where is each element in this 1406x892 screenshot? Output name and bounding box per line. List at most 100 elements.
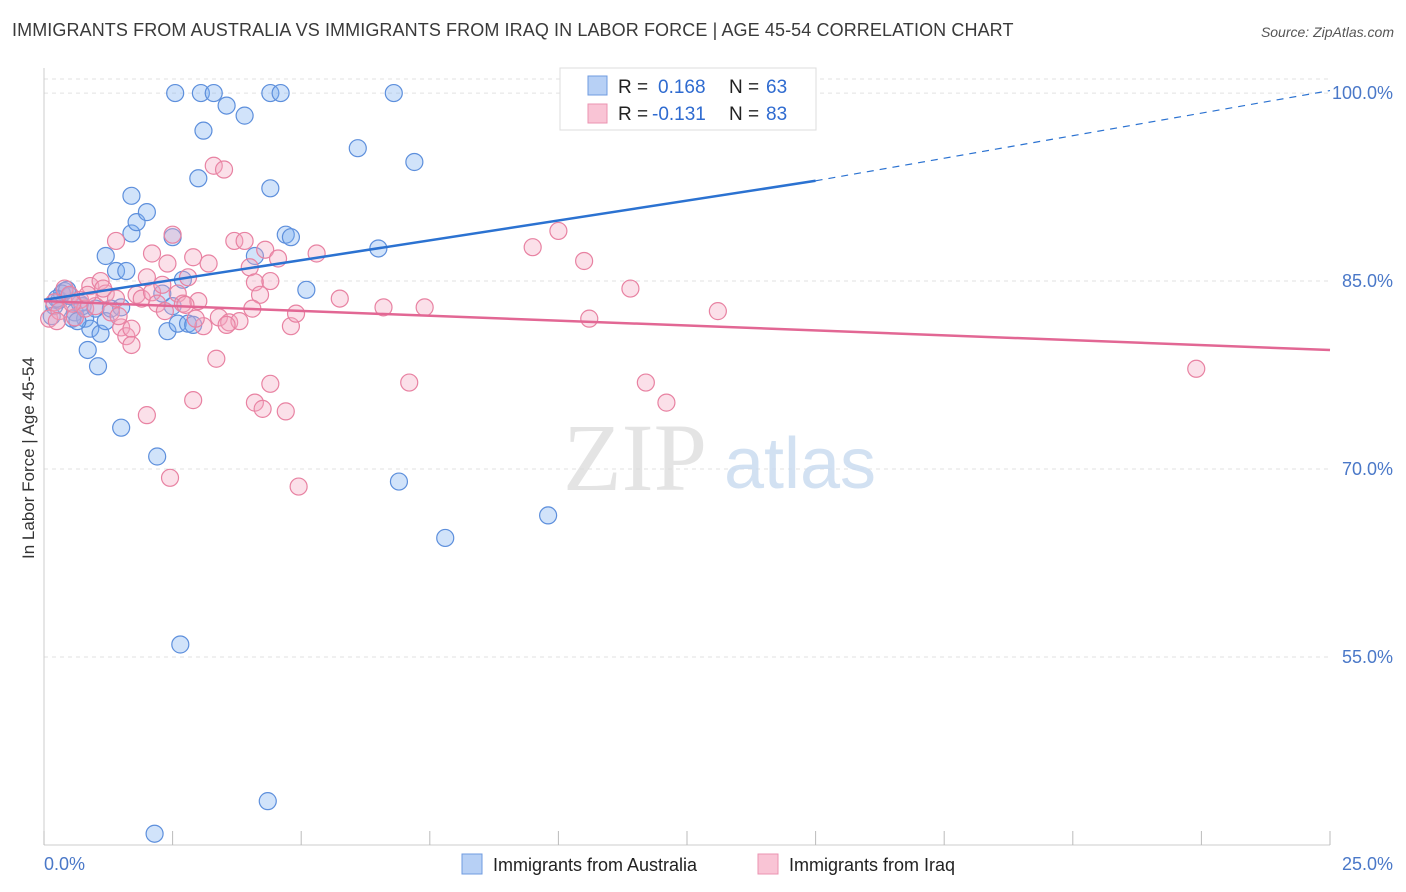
y-tick-label: 55.0% [1342,647,1393,667]
data-point-australia [96,246,115,266]
data-point-australia [189,169,208,188]
source-label: Source: ZipAtlas.com [1260,24,1394,40]
data-point-iraq [163,225,182,244]
legend-n-label-australia: N = [729,77,759,98]
bottom-legend-swatch-iraq [757,853,779,875]
x-tick-label-max: 25.0% [1342,854,1393,874]
data-point-iraq [708,302,727,321]
trend-line-australia-extension [815,89,1331,182]
data-point-iraq [575,251,594,271]
legend-swatch-iraq [587,103,608,124]
legend: R = 0.168 N = 63 R = -0.131 N = 83 [559,67,817,131]
data-point-australia [112,418,131,437]
y-tick-label: 70.0% [1342,459,1393,479]
data-point-iraq [217,315,236,335]
data-point-australia [171,635,190,654]
data-point-iraq [184,248,203,267]
bottom-legend-label-australia: Immigrants from Australia [493,855,698,875]
bottom-legend: Immigrants from Australia Immigrants fro… [461,853,955,875]
data-point-iraq [415,298,434,317]
data-point-australia [122,224,141,243]
data-point-iraq [580,309,599,328]
data-point-australia [281,228,301,247]
data-point-iraq [289,477,308,496]
data-point-iraq [184,391,203,410]
data-point-iraq [374,298,393,317]
legend-n-value-iraq: 83 [766,104,787,125]
data-point-australia [348,139,367,158]
data-point-iraq [194,317,213,336]
legend-n-label-iraq: N = [729,104,759,125]
data-point-australia [235,106,254,125]
data-point-iraq [621,279,640,298]
legend-r-value-australia: 0.168 [658,77,706,98]
legend-r-label-iraq: R = [618,104,648,125]
data-point-iraq [109,307,128,326]
legend-swatch-australia [587,75,608,96]
data-point-iraq [225,231,244,251]
data-point-iraq [261,374,280,393]
data-point-iraq [160,468,180,487]
data-point-australia [145,824,164,843]
data-point-australia [276,225,295,244]
data-point-australia [245,246,265,266]
data-point-iraq [106,231,126,251]
data-point-iraq [235,231,254,251]
trend-lines [43,89,1331,352]
data-point-iraq [253,399,272,418]
data-point-australia [258,792,277,811]
data-point-iraq [148,294,167,313]
x-tick-label-min: 0.0% [44,854,85,874]
data-point-iraq [176,295,195,314]
y-tick-label: 100.0% [1332,83,1393,103]
data-point-iraq [153,275,172,294]
data-point-australia [217,96,236,115]
data-point-iraq [330,289,349,308]
data-point-iraq [204,156,223,175]
data-point-iraq [122,335,141,355]
data-point-australia [166,83,185,103]
data-point-australia [436,528,455,548]
data-point-australia [405,152,424,172]
data-point-iraq [523,238,542,257]
data-point-australia [158,322,177,341]
trend-line-iraq [43,299,1331,352]
data-point-iraq [122,319,141,338]
bottom-legend-label-iraq: Immigrants from Iraq [789,855,955,875]
data-point-australia [137,203,156,222]
chart-title: IMMIGRANTS FROM AUSTRALIA VS IMMIGRANTS … [12,20,1014,40]
data-point-australia [122,186,141,205]
data-point-iraq [261,271,280,291]
data-point-australia [204,83,223,103]
axes [43,68,1331,846]
legend-r-value-iraq: -0.131 [652,104,706,125]
data-point-iraq [549,221,568,241]
data-point-iraq [657,393,676,412]
data-point-iraq [47,312,66,331]
watermark: ZIP atlas [563,404,876,511]
data-point-iraq [199,254,218,273]
scatter-points [40,83,1206,843]
data-point-australia [261,179,280,198]
bottom-legend-swatch-australia [461,853,483,875]
data-point-iraq [636,373,655,392]
watermark-zip: ZIP [563,404,707,511]
y-axis-label: In Labor Force | Age 45-54 [19,357,38,559]
data-point-australia [191,83,210,103]
data-point-australia [88,357,108,376]
trend-line-australia [43,179,816,302]
data-point-iraq [250,285,270,304]
data-point-australia [78,340,97,360]
data-point-australia [384,83,403,103]
data-point-australia [148,447,167,466]
watermark-atlas: atlas [724,424,876,504]
legend-n-value-australia: 63 [766,77,787,98]
data-point-iraq [286,304,306,323]
data-point-australia [106,261,126,281]
data-point-australia [168,314,187,333]
y-tick-label: 85.0% [1342,271,1393,291]
data-point-australia [389,472,409,491]
data-point-iraq [186,309,205,328]
data-point-australia [271,83,290,103]
